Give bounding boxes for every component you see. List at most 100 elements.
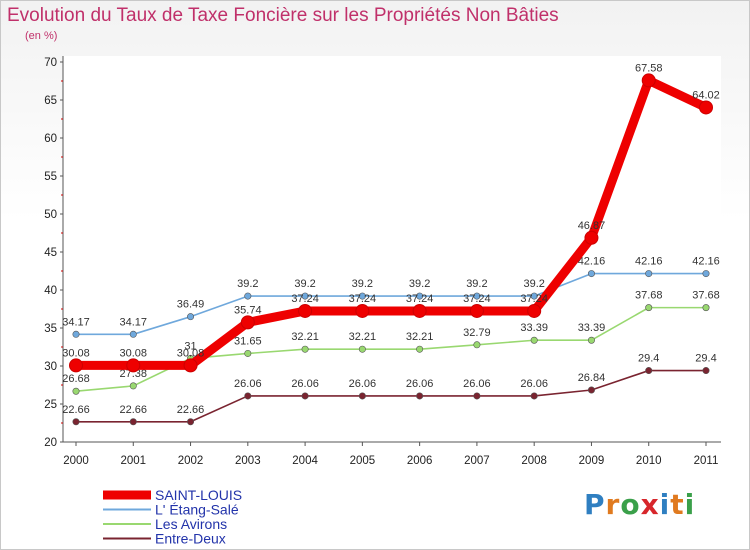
data-point-Entre-Deux (473, 392, 481, 400)
data-point-L' Étang-Salé (358, 292, 366, 300)
data-label-Entre-Deux: 26.06 (406, 378, 434, 390)
y-tick-label: 55 (44, 171, 57, 183)
data-label-SAINT-LOUIS: 37.24 (349, 293, 377, 305)
data-point-Entre-Deux (187, 418, 195, 426)
data-label-Les Avirons: 32.21 (291, 331, 319, 343)
data-point-Entre-Deux (587, 386, 595, 394)
y-tick-label: 70 (44, 57, 57, 69)
data-label-L' Étang-Salé: 34.17 (62, 316, 90, 328)
data-label-L' Étang-Salé: 39.2 (352, 278, 373, 290)
data-label-SAINT-LOUIS: 30.08 (120, 347, 148, 359)
data-label-L' Étang-Salé: 39.2 (237, 278, 258, 290)
data-point-Entre-Deux (301, 392, 309, 400)
data-point-SAINT-LOUIS (240, 315, 255, 330)
data-label-Entre-Deux: 26.06 (234, 378, 262, 390)
legend-label: Entre-Deux (155, 531, 226, 547)
y-tick-label: 25 (44, 399, 57, 411)
data-point-Les Avirons (473, 341, 481, 349)
x-tick-label: 2010 (636, 455, 662, 467)
data-label-Les Avirons: 31 (184, 340, 196, 352)
data-label-Les Avirons: 27.38 (120, 368, 148, 380)
data-point-L' Étang-Salé (72, 330, 80, 338)
legend-label: L' Étang-Salé (155, 502, 239, 518)
data-label-L' Étang-Salé: 42.16 (692, 256, 720, 268)
x-tick-label: 2005 (350, 455, 376, 467)
data-point-Entre-Deux (129, 418, 137, 426)
data-label-Les Avirons: 32.21 (349, 331, 377, 343)
data-label-SAINT-LOUIS: 46.87 (578, 220, 606, 232)
data-label-SAINT-LOUIS: 30.08 (177, 347, 205, 359)
data-label-Entre-Deux: 26.84 (578, 372, 606, 384)
data-label-Les Avirons: 26.68 (62, 373, 90, 385)
x-tick-label: 2008 (521, 455, 547, 467)
data-point-SAINT-LOUIS (469, 303, 484, 318)
data-point-L' Étang-Salé (416, 292, 424, 300)
data-label-Les Avirons: 37.68 (692, 290, 720, 302)
x-tick-label: 2002 (178, 455, 204, 467)
data-point-Les Avirons (129, 382, 137, 390)
data-label-L' Étang-Salé: 42.16 (635, 256, 663, 268)
data-point-SAINT-LOUIS (355, 303, 370, 318)
data-point-L' Étang-Salé (129, 330, 137, 338)
data-point-SAINT-LOUIS (298, 303, 313, 318)
data-point-L' Étang-Salé (301, 292, 309, 300)
data-point-SAINT-LOUIS (527, 303, 542, 318)
data-label-Entre-Deux: 22.66 (120, 404, 148, 416)
data-label-Les Avirons: 33.39 (520, 322, 548, 334)
data-label-SAINT-LOUIS: 64.02 (692, 89, 720, 101)
logo-letter: i (659, 488, 671, 521)
data-label-SAINT-LOUIS: 37.24 (291, 293, 319, 305)
data-label-L' Étang-Salé: 39.2 (294, 278, 315, 290)
data-point-Les Avirons (645, 304, 653, 312)
logo-letter: P (584, 488, 606, 521)
data-label-SAINT-LOUIS: 37.24 (406, 293, 434, 305)
data-label-Entre-Deux: 22.66 (177, 404, 205, 416)
data-label-L' Étang-Salé: 42.16 (578, 256, 606, 268)
logo-letter: x (640, 488, 660, 521)
logo-letter: i (684, 488, 696, 521)
plot-area (63, 56, 721, 442)
data-point-Les Avirons (72, 387, 80, 395)
y-tick-label: 60 (44, 133, 57, 145)
legend-label: SAINT-LOUIS (155, 487, 242, 503)
x-tick-label: 2011 (694, 455, 719, 467)
data-point-SAINT-LOUIS (183, 358, 198, 373)
data-point-L' Étang-Salé (187, 313, 195, 321)
y-tick-label: 35 (44, 323, 57, 335)
data-point-Les Avirons (244, 349, 252, 357)
series-line-Entre-Deux (75, 369, 707, 423)
data-point-Les Avirons (702, 304, 710, 312)
data-label-Les Avirons: 37.68 (635, 290, 663, 302)
data-label-L' Étang-Salé: 39.2 (409, 278, 430, 290)
y-tick-label: 40 (44, 285, 57, 297)
data-point-SAINT-LOUIS (584, 230, 599, 245)
data-point-Entre-Deux (358, 392, 366, 400)
logo-letter: t (670, 488, 685, 521)
data-point-Entre-Deux (702, 367, 710, 375)
data-point-L' Étang-Salé (587, 270, 595, 278)
data-label-Les Avirons: 32.21 (406, 331, 434, 343)
y-tick-label: 45 (44, 247, 57, 259)
data-label-L' Étang-Salé: 34.17 (120, 316, 148, 328)
data-point-Entre-Deux (72, 418, 80, 426)
x-tick-label: 2006 (407, 455, 433, 467)
data-label-Entre-Deux: 26.06 (520, 378, 548, 390)
data-point-SAINT-LOUIS (641, 73, 656, 88)
data-label-L' Étang-Salé: 36.49 (177, 299, 205, 311)
y-tick-label: 30 (44, 361, 57, 373)
data-point-Les Avirons (587, 336, 595, 344)
data-point-Les Avirons (530, 336, 538, 344)
data-point-SAINT-LOUIS (126, 358, 141, 373)
data-label-Entre-Deux: 22.66 (62, 404, 90, 416)
data-label-L' Étang-Salé: 39.2 (523, 278, 544, 290)
x-tick-label: 2007 (464, 455, 490, 467)
legend-label: Les Avirons (155, 516, 227, 532)
data-label-Les Avirons: 33.39 (578, 322, 606, 334)
y-tick-label: 20 (44, 437, 57, 449)
data-point-SAINT-LOUIS (69, 358, 83, 373)
logo-letter: r (605, 488, 621, 521)
x-tick-label: 2004 (292, 455, 318, 467)
data-label-SAINT-LOUIS: 35.74 (234, 304, 262, 316)
